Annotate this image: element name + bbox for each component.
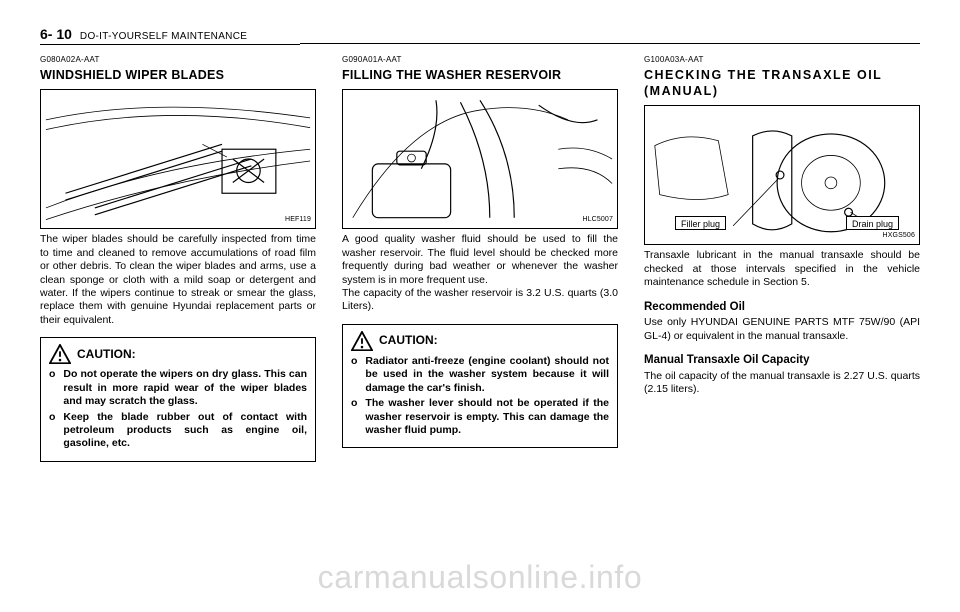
oil-capacity-body: The oil capacity of the manual transaxle… <box>644 370 920 397</box>
caution-box: CAUTION: oDo not operate the wipers on d… <box>40 337 316 462</box>
section-title: DO-IT-YOURSELF MAINTENANCE <box>80 31 247 42</box>
subhead-recommended-oil: Recommended Oil <box>644 300 920 315</box>
watermark: carmanualsonline.info <box>0 559 960 596</box>
caution-item: Radiator anti-freeze (engine coolant) sh… <box>365 355 609 395</box>
figure-code: HEF119 <box>285 216 311 225</box>
topic-code: G100A03A-AAT <box>644 55 920 65</box>
caution-list: oRadiator anti-freeze (engine coolant) s… <box>351 355 609 438</box>
topic-code: G090A01A-AAT <box>342 55 618 65</box>
topic-code: G080A02A-AAT <box>40 55 316 65</box>
figure-code: HXGS506 <box>883 232 916 241</box>
topic-body: Transaxle lubricant in the manual transa… <box>644 249 920 289</box>
label-filler-plug: Filler plug <box>675 216 726 230</box>
page-header: 6- 10 DO-IT-YOURSELF MAINTENANCE <box>40 26 300 45</box>
figure-washer-reservoir: HLC5007 <box>342 89 618 229</box>
topic-body: The wiper blades should be carefully ins… <box>40 233 316 327</box>
caution-item: Do not operate the wipers on dry glass. … <box>63 368 307 408</box>
figure-code: HLC5007 <box>582 216 613 225</box>
header-rule <box>300 43 920 44</box>
subhead-oil-capacity: Manual Transaxle Oil Capacity <box>644 353 920 368</box>
warning-icon <box>49 344 71 364</box>
topic-title: WINDSHIELD WIPER BLADES <box>40 67 316 83</box>
page-number: 6- 10 <box>40 26 72 42</box>
label-drain-plug: Drain plug <box>846 216 899 230</box>
figure-wiper-blades: HEF119 <box>40 89 316 229</box>
topic-title: FILLING THE WASHER RESERVOIR <box>342 67 618 83</box>
caution-item: The washer lever should not be operated … <box>365 397 609 437</box>
topic-title: CHECKING THE TRANSAXLE OIL (MANUAL) <box>644 67 920 99</box>
topic-body: A good quality washer fluid should be us… <box>342 233 618 314</box>
column-2: G090A01A-AAT FILLING THE WASHER RESERVOI… <box>342 55 618 462</box>
figure-transaxle: Filler plug Drain plug HXGS506 <box>644 105 920 245</box>
warning-icon <box>351 331 373 351</box>
caution-item: Keep the blade rubber out of contact wit… <box>63 411 307 451</box>
column-3: G100A03A-AAT CHECKING THE TRANSAXLE OIL … <box>644 55 920 462</box>
caution-box: CAUTION: oRadiator anti-freeze (engine c… <box>342 324 618 449</box>
caution-list: oDo not operate the wipers on dry glass.… <box>49 368 307 451</box>
caution-title: CAUTION: <box>379 333 438 348</box>
recommended-oil-body: Use only HYUNDAI GENUINE PARTS MTF 75W/9… <box>644 316 920 343</box>
caution-title: CAUTION: <box>77 347 136 362</box>
column-1: G080A02A-AAT WINDSHIELD WIPER BLADES <box>40 55 316 462</box>
